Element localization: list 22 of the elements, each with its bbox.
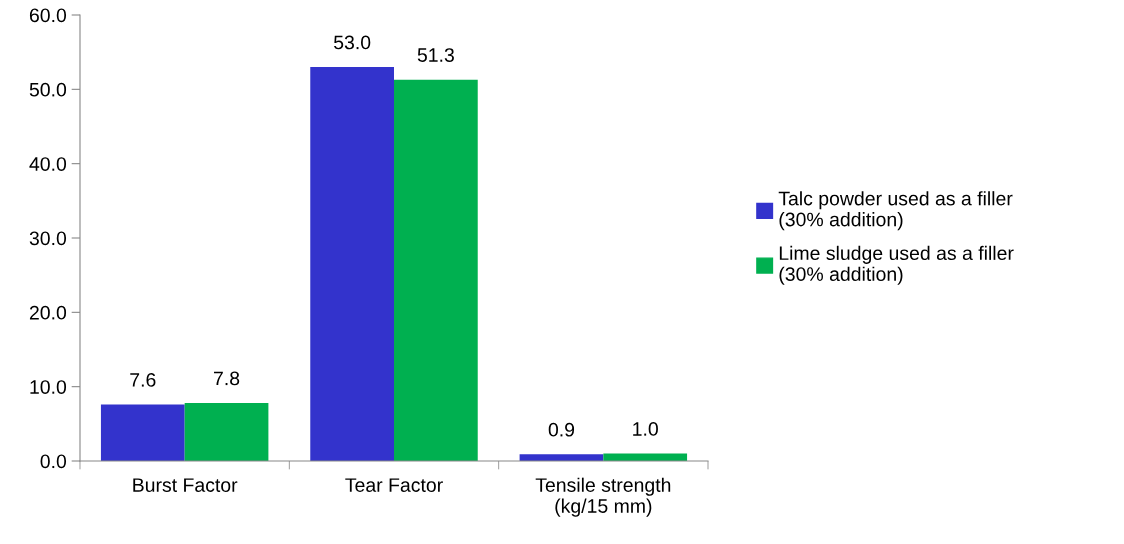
y-tick-label: 40.0 (29, 157, 67, 171)
x-tick-label: Tensile strength (kg/15 mm) (535, 477, 671, 517)
y-tick-label: 20.0 (29, 305, 67, 320)
legend-label: Talc powder used as a filler (30% addition) (778, 191, 1013, 231)
y-tick-label: 50.0 (29, 82, 67, 97)
y-tick-label: 0.0 (40, 454, 67, 469)
data-label: 7.6 (130, 373, 156, 387)
y-tick-label: 30.0 (29, 231, 67, 246)
x-tick-label: Tear Factor (345, 478, 443, 492)
x-tick-label: Burst Factor (133, 478, 238, 492)
y-tick-label: 60.0 (29, 8, 67, 23)
data-label: 0.9 (548, 422, 575, 437)
bar (310, 67, 394, 461)
data-label: 53.0 (333, 35, 371, 50)
legend-label: Lime sludge used as a filler (30% addition) (779, 245, 1014, 285)
data-label: 51.3 (417, 48, 454, 62)
data-label: 1.0 (633, 422, 658, 436)
bar (184, 403, 269, 461)
bar (100, 404, 185, 461)
data-label: 7.8 (214, 371, 240, 386)
y-tick-label: 10.0 (30, 380, 67, 394)
bar (394, 79, 478, 461)
